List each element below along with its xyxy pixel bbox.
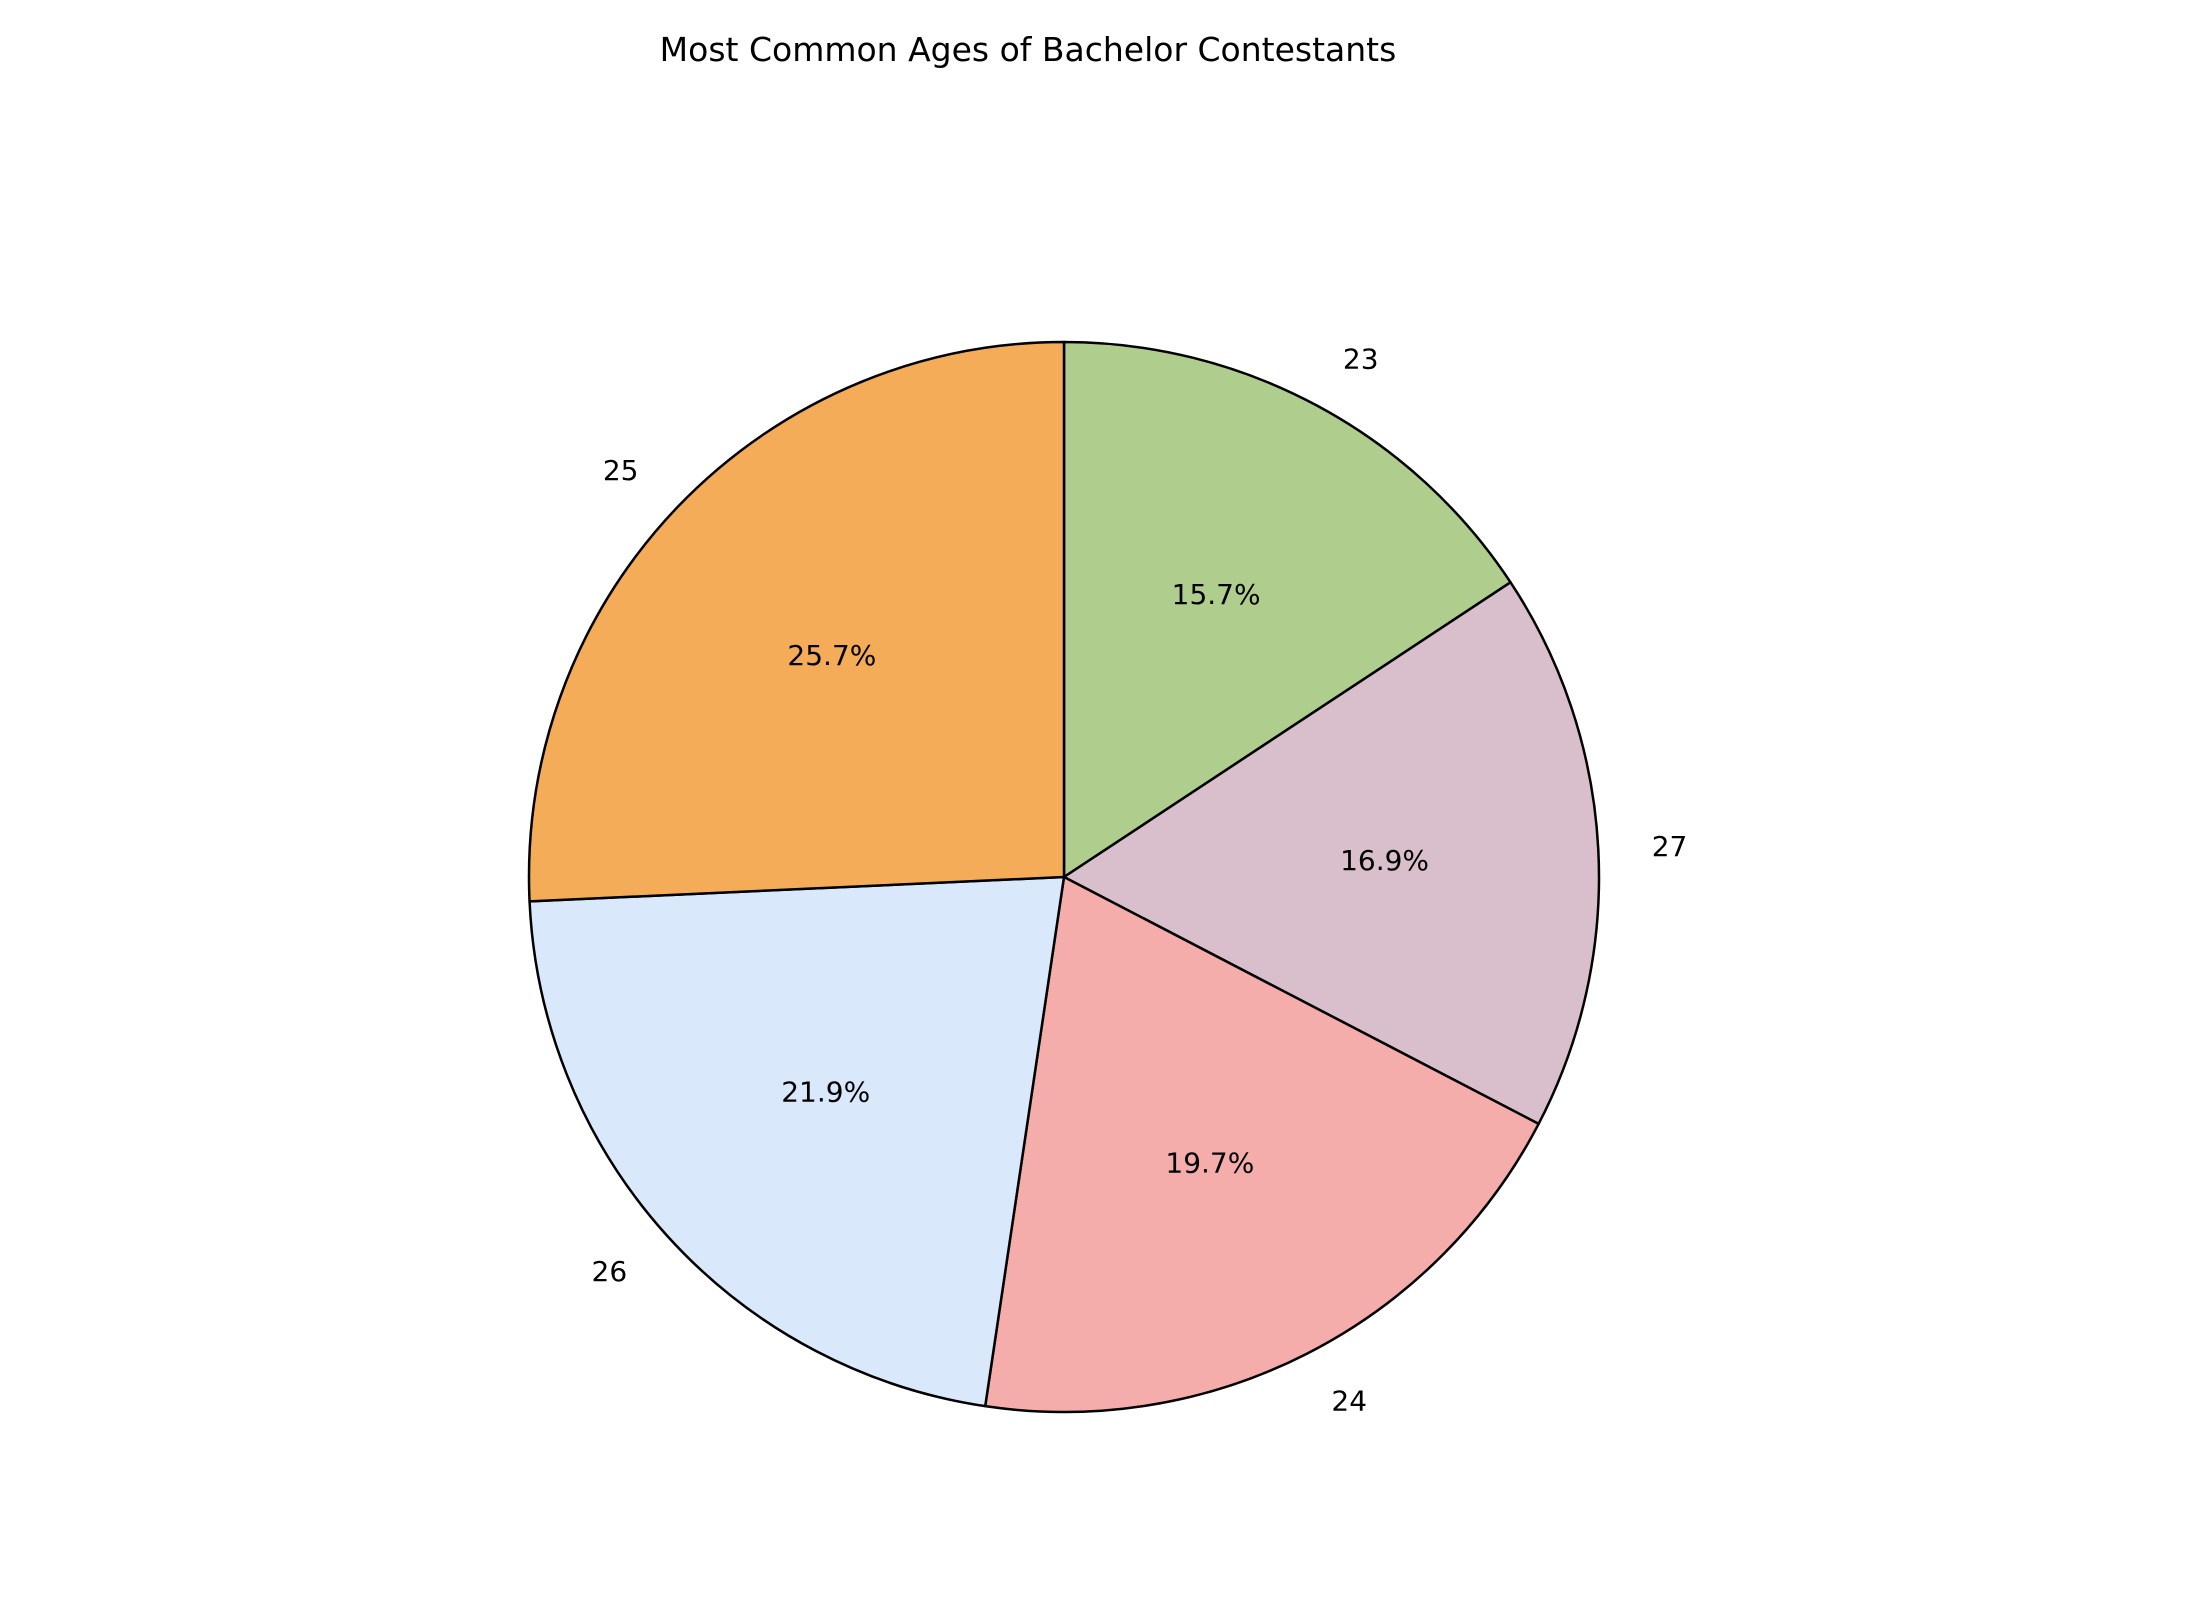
pie-slice-26 <box>528 875 1066 1408</box>
slice-label-25: 25 <box>603 454 639 487</box>
pct-label-24: 19.7% <box>1165 1146 1254 1179</box>
pie-slices <box>527 340 1601 1414</box>
slice-label-26: 26 <box>592 1255 628 1288</box>
slice-label-23: 23 <box>1343 342 1379 375</box>
slice-label-24: 24 <box>1331 1385 1367 1418</box>
pct-label-25: 25.7% <box>787 639 876 672</box>
pie-labels: 23 15.7% 27 16.9% 24 19.7% 26 21.9% 25 25.7% <box>592 342 1688 1417</box>
pct-label-26: 21.9% <box>781 1076 870 1109</box>
pct-label-27: 16.9% <box>1340 844 1429 877</box>
pie-slice-25 <box>527 340 1066 903</box>
pct-label-23: 15.7% <box>1172 578 1261 611</box>
pie-slice-24 <box>983 875 1540 1414</box>
slice-label-27: 27 <box>1652 830 1688 863</box>
chart-title: Most Common Ages of Bachelor Contestants <box>660 30 1397 69</box>
pie-slice-23 <box>1062 340 1512 879</box>
pie-slice-27 <box>1062 581 1601 1126</box>
